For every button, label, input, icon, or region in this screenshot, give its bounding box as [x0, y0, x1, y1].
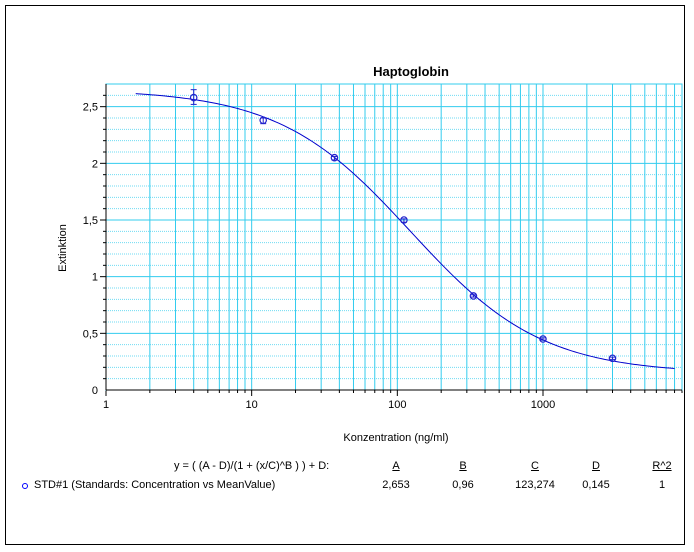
x-tick-label: 100: [388, 399, 406, 411]
y-tick-label: 0,5: [83, 328, 98, 340]
data-point: [330, 153, 339, 162]
grid-lines: [105, 84, 683, 390]
y-axis-label: Extinktion: [57, 224, 69, 272]
data-point: [539, 335, 547, 343]
legend-header-r2: R^2: [652, 460, 672, 472]
y-tick-label: 1,5: [83, 215, 98, 227]
plot-border: [105, 83, 683, 391]
legend-series-marker-icon: [22, 483, 28, 489]
legend-value-d: 0,145: [582, 479, 610, 491]
chart-frame: Haptoglobin 1 10 100 1000 0 0,5 1 1,5 2 2,5 Konze…: [5, 5, 685, 545]
legend-value-b: 0,96: [452, 479, 474, 491]
x-tick-label: 10: [246, 399, 258, 411]
legend-series-label: STD#1 (Standards: Concentration vs MeanV…: [34, 479, 276, 491]
legend-header-d: D: [592, 460, 600, 472]
data-points: [189, 89, 617, 363]
data-point: [259, 116, 268, 125]
x-tick-label: 1: [103, 399, 109, 411]
data-point: [189, 93, 198, 102]
axes: [100, 83, 683, 396]
y-tick-label: 0: [92, 385, 98, 397]
legend-value-c: 123,274: [515, 479, 555, 491]
legend-header-a: A: [392, 460, 400, 472]
tick-labels: 1 10 100 1000 0 0,5 1 1,5 2 2,5: [83, 102, 556, 411]
y-tick-label: 2,5: [83, 102, 98, 114]
data-point: [400, 216, 408, 224]
data-point: [469, 292, 478, 300]
chart-title: Haptoglobin: [373, 64, 449, 79]
x-axis-label: Konzentration (ng/ml): [343, 432, 448, 444]
fit-equation: y = ( (A - D)/(1 + (x/C)^B ) ) + D:: [174, 460, 330, 472]
chart-plot: Haptoglobin 1 10 100 1000 0 0,5 1 1,5 2 2,5 Konze…: [57, 64, 683, 444]
legend-header-c: C: [531, 460, 539, 472]
fit-curve: [135, 93, 675, 369]
data-point: [608, 354, 617, 363]
y-tick-label: 2: [92, 158, 98, 170]
legend-value-a: 2,653: [382, 479, 410, 491]
legend-header-b: B: [459, 460, 467, 472]
legend-value-r2: 1: [658, 479, 666, 491]
y-tick-label: 1: [92, 272, 98, 284]
x-tick-label: 1000: [531, 399, 555, 411]
